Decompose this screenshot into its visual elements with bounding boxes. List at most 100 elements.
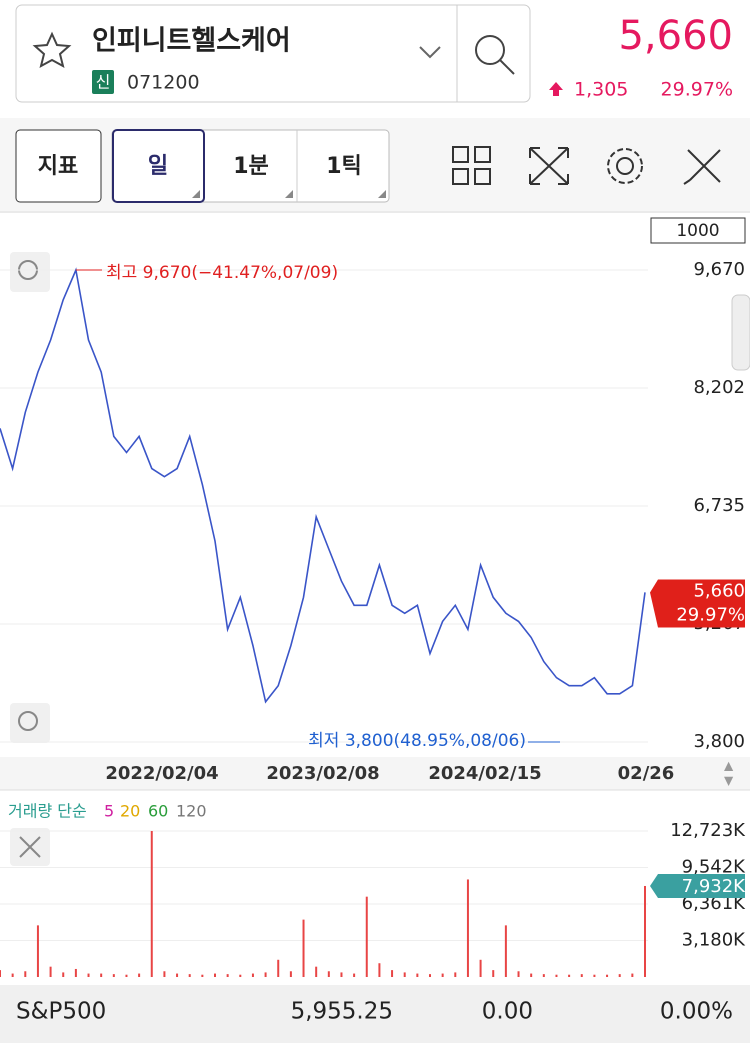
badge-bg [92,70,114,94]
volume-bar [606,974,609,977]
volume-bar [327,971,330,977]
volume-bar [479,959,482,977]
volume-bar [49,966,52,977]
day-button[interactable] [112,129,205,203]
footer-bg [0,985,750,1043]
volume-bar [74,968,77,977]
stock-code: 071200 [127,72,200,94]
x-tick-label: 02/26 [618,763,675,784]
volume-bar [214,973,216,977]
volume-bar [62,972,65,977]
ma-legend: 60 [148,802,168,821]
current-volume-tag [650,873,745,898]
search-icon[interactable] [475,35,505,65]
close-icon [19,836,41,858]
volume-bar [24,971,27,977]
volume-bar [517,971,520,977]
x-tick-label: 2023/02/08 [266,763,379,784]
volume-bar [163,971,166,977]
volume-bar [568,974,571,977]
price-line [0,267,646,704]
search-handle [499,59,515,75]
volume-bar [100,973,103,977]
volume-bar [315,966,318,977]
scroll-arrows[interactable]: ▲ [724,759,734,773]
volume-bar [251,973,254,977]
x-axis-bg [0,757,750,790]
volume-bar [391,970,394,977]
y-tick-label: 9,542K [682,857,747,878]
y-tick-label: 6,735 [693,495,745,516]
ma-legend: 20 [120,802,140,821]
scroll-handle[interactable] [731,294,750,371]
volume-bar [226,974,229,977]
volume-bar [277,959,280,977]
volume-bar [429,974,431,977]
volume-bar [201,974,204,977]
volume-bar [340,972,343,977]
volume-bar [264,972,267,977]
dropdown-arrow[interactable] [419,46,441,59]
corner-mark [378,190,386,198]
volume-bar [365,896,368,977]
change-pct: 29.97% [661,79,733,101]
badge: 신 [96,73,111,92]
volume-bar [150,831,153,977]
scroll-arrows[interactable]: ▼ [724,774,734,788]
volume-bar [580,974,583,977]
volume-bar [289,971,292,977]
current-tag [650,579,745,628]
volume-bar [176,973,179,977]
toolbar-icons[interactable] [452,146,721,185]
low-note: 최저 3,800(48.95%,08/06) [308,731,526,751]
y-tick-label: 9,670 [693,259,745,280]
corner-mark [192,190,200,198]
unit-box [650,217,746,244]
volume-bar [239,974,242,977]
volume-bar [644,885,646,977]
volume-bar [378,963,381,977]
high-note: 최고 9,670(−41.47%,07/09) [106,263,338,283]
zoom-in[interactable] [10,252,50,292]
toolbar-button-label: 1틱 [326,154,362,179]
indicator-button[interactable] [15,129,102,203]
volume-bar [87,973,90,977]
y-tick-label: 3,800 [693,731,745,752]
index-name: S&P500 [16,999,106,1025]
price: 5,660 [618,13,733,59]
stock-box[interactable] [15,4,531,103]
volume-bar [403,972,406,977]
volume-bar [555,974,558,977]
volume-bar [542,974,545,977]
y-tick-label: 8,202 [693,377,745,398]
zoom-out[interactable] [10,703,50,743]
ma-legend: 5 [104,802,114,821]
current-volume: 7,932K [682,876,747,897]
volume-bar [0,970,1,977]
y-tick-label: 6,361K [682,893,747,914]
volume-bar [188,974,191,977]
favorite-star[interactable] [32,31,72,68]
volume-bar [492,970,495,977]
volume-bar [416,973,419,977]
volume-bar [125,974,128,977]
toolbar-button-label: 1분 [233,154,269,179]
unit: 1000 [676,221,719,241]
volume-bar [36,925,39,977]
index-change: 0.00 [482,999,533,1025]
volume-bar [504,925,507,977]
volume-bar [112,974,115,977]
stock-name: 인피니트헬스케어 [92,26,291,57]
toolbar-button-label: 지표 [38,154,78,179]
current-pct: 29.97% [676,604,745,625]
volume-bar [11,973,14,977]
change: 1,305 [574,79,628,101]
volume-bar [631,973,634,977]
volume-bar [618,974,621,977]
volume-bar [138,973,141,977]
volume-legend: 거래량 단순 [8,802,87,821]
y-tick-label: 3,180K [682,930,747,951]
corner-mark [285,190,293,198]
